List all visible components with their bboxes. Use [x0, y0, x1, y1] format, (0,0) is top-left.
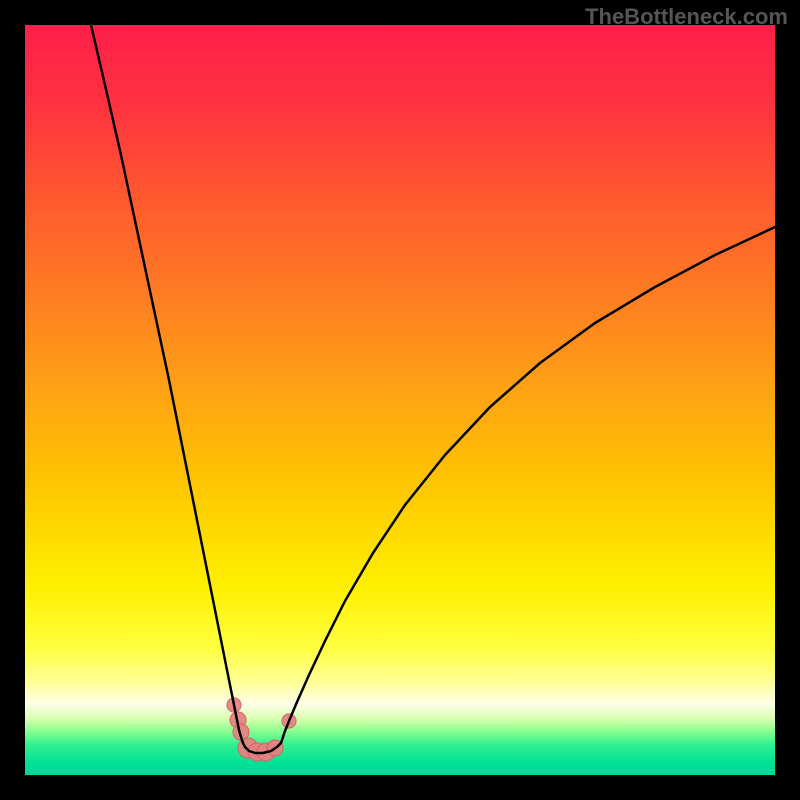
chart-outer-frame: TheBottleneck.com: [0, 0, 800, 800]
watermark-text: TheBottleneck.com: [585, 4, 788, 30]
bottleneck-curve-line: [91, 25, 775, 753]
bottleneck-curve-svg: [25, 25, 775, 775]
chart-inner-area: [25, 25, 775, 775]
